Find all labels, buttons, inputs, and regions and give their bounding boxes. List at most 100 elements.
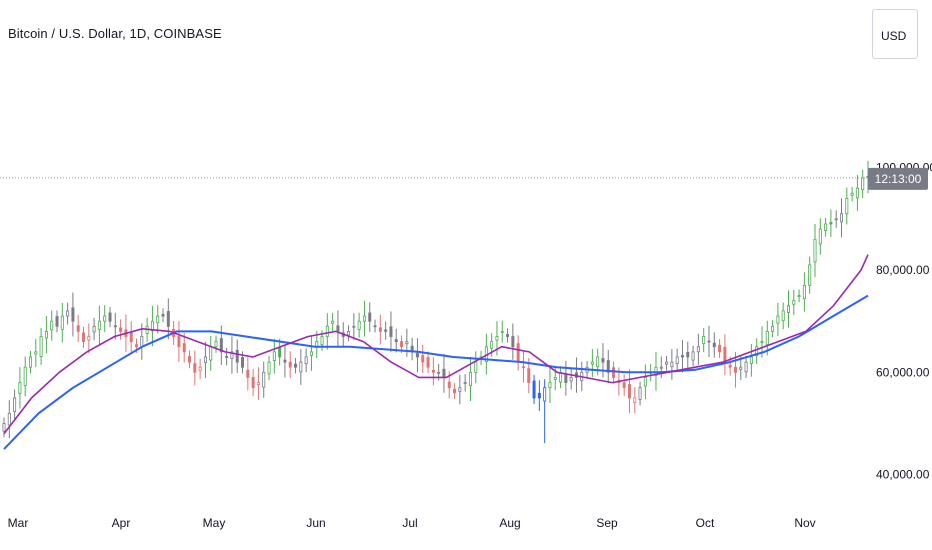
candle-body: [511, 336, 515, 348]
candle-body: [760, 341, 764, 344]
fast-moving-average-line: [3, 254, 869, 435]
candle-body: [702, 336, 706, 345]
candle-body: [431, 369, 435, 373]
candle-body: [400, 341, 404, 348]
candle-body: [532, 380, 536, 399]
candle-body: [177, 336, 181, 348]
candle-body: [394, 339, 398, 343]
candle-body: [135, 344, 139, 348]
candle-body: [707, 340, 711, 343]
candle-body: [569, 377, 573, 382]
currency-selector[interactable]: USD: [872, 9, 918, 59]
candle-body: [325, 325, 329, 337]
candle-body: [262, 371, 266, 388]
candle-body: [643, 377, 647, 387]
candle-body: [622, 382, 626, 389]
candle-body: [39, 336, 43, 357]
candle-body: [797, 295, 801, 297]
candle-body: [18, 382, 22, 394]
candle-body: [389, 326, 393, 337]
candle-body: [527, 368, 531, 383]
candle-body: [336, 325, 340, 332]
candle-body: [166, 311, 170, 327]
candle-body: [458, 387, 462, 392]
x-tick-label: Oct: [696, 516, 715, 530]
candle-body: [659, 366, 663, 369]
candle-body: [256, 382, 260, 386]
candle-body: [495, 336, 499, 341]
candle-body: [209, 346, 213, 361]
candle-body: [108, 312, 112, 322]
y-tick-label: 60,000.00: [876, 365, 930, 379]
candle-body: [278, 346, 282, 358]
candle-body: [633, 397, 637, 403]
candle-body: [219, 338, 223, 353]
candle-body: [606, 360, 610, 373]
candle-body: [548, 382, 552, 389]
candle-body: [241, 357, 245, 368]
candle-body: [44, 330, 48, 339]
candle-body: [225, 356, 229, 358]
candle-body: [182, 343, 186, 353]
candle-body: [309, 351, 313, 356]
candle-body: [230, 351, 234, 359]
x-axis: Mar Apr May Jun Jul Aug Sep Oct Nov: [8, 516, 816, 530]
countdown-label-background: [868, 167, 928, 190]
candle-body: [373, 325, 377, 328]
x-tick-label: Aug: [499, 516, 520, 530]
candle-body: [352, 325, 356, 328]
candle-body: [638, 387, 642, 400]
candle-body: [347, 330, 351, 336]
candle-body: [792, 300, 796, 305]
candle-body: [442, 368, 446, 378]
candle-body: [421, 355, 425, 363]
candle-body: [156, 315, 160, 324]
candle-body: [60, 315, 64, 330]
candle-body: [733, 366, 737, 373]
candle-body: [198, 366, 202, 372]
candle-body: [474, 361, 478, 373]
candle-body: [188, 356, 192, 363]
candle-body: [362, 315, 366, 322]
candle-body: [119, 327, 123, 332]
candle-body: [744, 361, 748, 373]
candle-body: [23, 366, 27, 387]
candle-body: [426, 357, 430, 368]
x-tick-label: Apr: [112, 516, 131, 530]
candle-body: [214, 341, 218, 348]
candle-body: [267, 361, 271, 375]
candle-body: [129, 331, 133, 343]
candle-body: [824, 223, 828, 232]
candle-body: [55, 316, 59, 327]
candle-body: [596, 356, 600, 368]
candle-body: [87, 336, 91, 341]
candle-body: [2, 423, 6, 432]
candle-body: [506, 334, 510, 337]
candle-body: [712, 342, 716, 348]
candle-body: [357, 320, 361, 330]
candle-body: [553, 377, 557, 380]
candle-body: [463, 382, 467, 384]
candle-body: [113, 325, 117, 328]
candle-body: [516, 343, 520, 363]
candle-body: [861, 177, 865, 191]
candle-body: [97, 320, 101, 330]
candle-body: [161, 314, 165, 317]
candle-body: [92, 325, 96, 333]
candle-body: [103, 315, 107, 322]
candle-body: [675, 356, 679, 365]
candle-body: [140, 336, 144, 348]
x-tick-label: Jul: [402, 516, 417, 530]
candle-body: [739, 366, 743, 370]
moving-averages-layer: [3, 254, 869, 450]
candle-body: [203, 356, 207, 364]
candle-body: [453, 388, 457, 394]
candle-body: [728, 364, 732, 368]
candle-body: [415, 352, 419, 358]
candle-body: [765, 330, 769, 346]
candle-body: [246, 369, 250, 378]
candle-body: [71, 307, 75, 322]
candle-body: [590, 361, 594, 365]
x-tick-label: May: [203, 516, 226, 530]
